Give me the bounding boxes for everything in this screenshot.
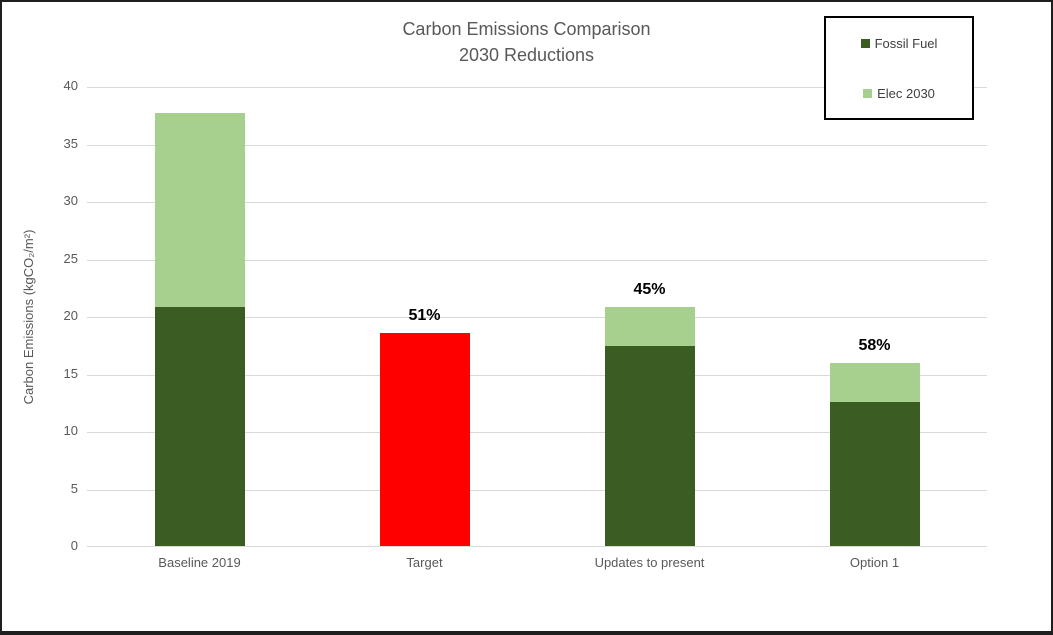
bar-segment-fossil-fuel[interactable]	[605, 346, 695, 546]
bar-percentage-label: 58%	[858, 337, 891, 354]
bar-target[interactable]	[380, 333, 470, 546]
chart-subtitle: 2030 Reductions	[458, 45, 595, 65]
bar-segment-fossil-fuel[interactable]	[830, 402, 920, 546]
gridline	[87, 375, 987, 376]
legend-item-fossil-fuel[interactable]: Fossil Fuel	[860, 35, 938, 51]
bar-segment-elec-2030[interactable]	[605, 307, 695, 346]
gridline	[87, 87, 987, 88]
y-tick-label: 25	[63, 251, 78, 266]
y-tick-label: 20	[63, 308, 78, 323]
bar-segment-target[interactable]	[380, 333, 470, 546]
legend-label-fossil-fuel: Fossil Fuel	[874, 35, 938, 51]
legend-item-elec-2030[interactable]: Elec 2030	[863, 86, 935, 101]
gridline	[87, 145, 987, 146]
x-axis-line	[87, 546, 987, 547]
fossil-fuel-swatch-icon	[860, 38, 870, 48]
bar-option-1[interactable]	[830, 363, 920, 546]
x-tick-label: Baseline 2019	[158, 555, 241, 570]
y-tick-label: 5	[70, 481, 78, 496]
x-tick-label: Option 1	[849, 555, 900, 570]
gridline	[87, 317, 987, 318]
y-tick-label: 15	[63, 366, 78, 381]
y-tick-label: 0	[70, 538, 78, 553]
bar-percentage-label: 51%	[408, 307, 441, 324]
bar-segment-elec-2030[interactable]	[830, 363, 920, 402]
elec-2030-swatch-icon	[863, 88, 873, 98]
bar-updates-to-present[interactable]	[605, 307, 695, 546]
chart-title-block: Carbon Emissions Comparison 2030 Reducti…	[2, 16, 1051, 68]
legend-label-elec-2030: Elec 2030	[877, 85, 935, 101]
bar-segment-elec-2030[interactable]	[155, 113, 245, 307]
y-tick-label: 40	[63, 78, 78, 93]
x-tick-label: Updates to present	[594, 555, 705, 570]
gridline	[87, 490, 987, 491]
y-tick-label: 10	[63, 423, 78, 438]
chart-title: Carbon Emissions Comparison	[402, 19, 651, 39]
y-tick-label: 30	[63, 193, 78, 208]
bar-baseline-2019[interactable]	[155, 113, 245, 546]
bar-percentage-label: 45%	[633, 281, 666, 298]
gridline	[87, 260, 987, 261]
gridline	[87, 432, 987, 433]
legend: Fossil Fuel Elec 2030	[824, 16, 974, 120]
plot-area	[87, 87, 987, 547]
x-tick-label: Target	[406, 555, 443, 570]
bar-segment-fossil-fuel[interactable]	[155, 307, 245, 546]
y-tick-label: 35	[63, 136, 78, 151]
gridline	[87, 202, 987, 203]
